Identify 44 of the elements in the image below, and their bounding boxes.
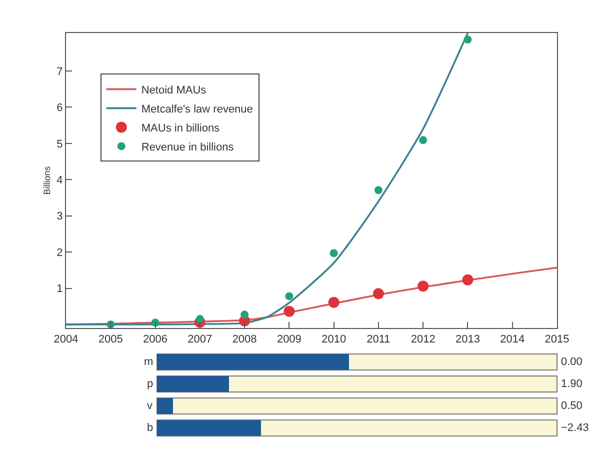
y-tick-label: 1 — [56, 283, 63, 296]
category-label: m — [144, 356, 154, 368]
point — [285, 292, 294, 300]
y-tick-label: 3 — [56, 210, 63, 223]
point — [372, 288, 384, 300]
point — [418, 280, 429, 292]
y-axis-title: Billions — [42, 166, 52, 195]
legend-label: Metcalfe's law revenue — [141, 103, 253, 116]
x-tick-label: 2014 — [500, 333, 525, 346]
x-tick-label: 2007 — [188, 333, 212, 346]
y-tick-label: 5 — [56, 138, 63, 150]
legend-label: MAUs in billions — [141, 122, 220, 134]
point — [419, 136, 428, 144]
point — [330, 249, 338, 258]
category-label: b — [147, 422, 154, 434]
point — [328, 296, 340, 308]
point — [240, 310, 249, 319]
point — [374, 186, 382, 194]
x-tick-label: 2010 — [322, 333, 346, 346]
text: 1.90 — [561, 378, 582, 390]
x-tick-label: 2005 — [98, 333, 123, 346]
legend-label: Netoid MAUs — [141, 84, 207, 96]
y-tick-label: 7 — [56, 66, 63, 78]
text: 0.00 — [561, 356, 582, 368]
category-label: p — [147, 378, 154, 390]
x-tick-label: 2012 — [410, 333, 436, 346]
legend-label: Revenue in billions — [141, 141, 234, 154]
x-tick-label: 2011 — [366, 333, 390, 346]
point — [196, 315, 204, 324]
point — [464, 36, 472, 44]
y-tick-label: 6 — [56, 102, 63, 114]
x-tick-label: 2015 — [544, 333, 570, 346]
x-tick-label: 2006 — [143, 333, 168, 346]
x-tick-label: 2004 — [54, 333, 78, 346]
text: −2.43 — [561, 422, 589, 434]
category-label: v — [147, 400, 153, 412]
point — [284, 306, 295, 317]
y-tick-label: 4 — [56, 174, 63, 186]
x-tick-label: 2008 — [232, 333, 257, 346]
y-tick-label: 2 — [56, 246, 63, 259]
text: 0.50 — [561, 400, 582, 412]
x-tick-label: 2009 — [276, 333, 302, 346]
point — [462, 274, 474, 286]
x-tick-label: 2013 — [455, 333, 480, 346]
